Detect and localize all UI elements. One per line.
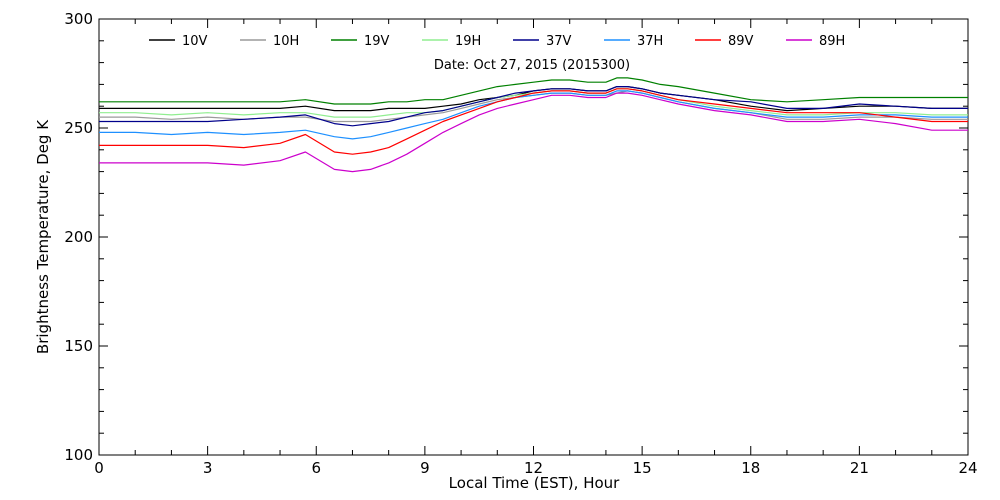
series-line-37v xyxy=(99,85,968,127)
x-tick-label: 0 xyxy=(94,459,104,477)
legend-label-10v: 10V xyxy=(182,34,208,49)
series-line-89v xyxy=(99,88,968,155)
legend-label-37h: 37H xyxy=(637,34,663,49)
legend-label-19v: 19V xyxy=(364,34,390,49)
y-tick-label: 150 xyxy=(64,337,93,355)
series-line-89h xyxy=(99,92,968,173)
series-line-10v xyxy=(99,85,968,112)
x-tick-label: 3 xyxy=(203,459,213,477)
legend-label-37v: 37V xyxy=(546,34,572,49)
series-layer xyxy=(99,77,968,173)
series-line-19v xyxy=(99,77,968,105)
x-tick-label: 24 xyxy=(958,459,977,477)
legend-label-19h: 19H xyxy=(455,34,481,49)
legend-label-10h: 10H xyxy=(273,34,299,49)
ticks-layer: 0 3 6 9 12 15 18 21 24 100 150 200 250 300 xyxy=(64,10,977,477)
y-tick-label: 200 xyxy=(64,228,93,246)
y-axis-title: Brightness Temperature, Deg K xyxy=(34,119,52,354)
legend-label-89h: 89H xyxy=(819,34,845,49)
x-tick-label: 21 xyxy=(850,459,869,477)
plot-frame xyxy=(98,18,969,456)
y-tick-label: 300 xyxy=(64,10,93,28)
series-line-37h xyxy=(99,90,968,140)
x-tick-label: 12 xyxy=(524,459,543,477)
x-tick-label: 6 xyxy=(311,459,321,477)
series-line-19h xyxy=(99,88,968,118)
date-annotation: Date: Oct 27, 2015 (2015300) xyxy=(434,58,630,73)
x-tick-label: 9 xyxy=(420,459,430,477)
y-tick-label: 100 xyxy=(64,446,93,464)
x-tick-label: 15 xyxy=(633,459,652,477)
legend-label-89v: 89V xyxy=(728,34,754,49)
x-tick-label: 18 xyxy=(741,459,760,477)
x-axis-title: Local Time (EST), Hour xyxy=(449,474,620,492)
y-tick-label: 250 xyxy=(64,119,93,137)
legend: 10V 10H 19V 19H 37V 37H 89V 89H xyxy=(149,34,845,49)
